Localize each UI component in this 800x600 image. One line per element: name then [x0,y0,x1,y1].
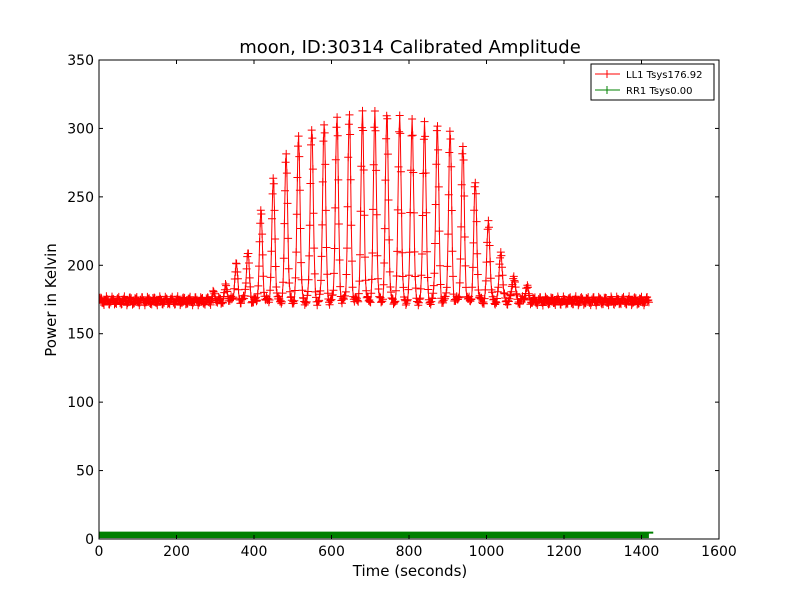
legend: LL1 Tsys176.92 RR1 Tsys0.00 [590,63,715,101]
x-axis-label: Time (seconds) [352,562,468,580]
y-tick-label: 350 [67,53,94,69]
x-tick-label: 600 [318,544,345,560]
x-tick-label: 1000 [469,544,505,560]
x-tick-label: 1400 [624,544,660,560]
x-tick-label: 200 [163,544,190,560]
legend-entry: LL1 Tsys176.92 [595,70,702,81]
series-markers [99,106,653,310]
series-ll1 [99,106,653,310]
series-layer [99,106,654,539]
y-tick-label: 300 [67,121,94,137]
y-tick-label: 100 [67,395,94,411]
legend-swatch-marker [603,86,611,94]
series-rr1 [99,531,654,539]
x-tick-label: 800 [396,544,423,560]
legend-label: RR1 Tsys0.00 [626,86,693,97]
y-axis-label: Power in Kelvin [42,243,60,357]
y-tick-label: 200 [67,258,94,274]
legend-box [590,63,715,101]
legend-swatch-marker [603,70,611,78]
y-tick-label: 50 [76,464,94,480]
x-tick-label: 0 [95,544,104,560]
ticks-layer: 0 200 400 600 800 1000 1200 1400 1600 0 50 100 150 20… [67,53,737,560]
legend-label: LL1 Tsys176.92 [626,70,702,81]
x-tick-label: 1200 [546,544,582,560]
chart-title: moon, ID:30314 Calibrated Amplitude [239,37,581,58]
y-tick-label: 150 [67,327,94,343]
x-tick-label: 1600 [701,544,737,560]
legend-entry: RR1 Tsys0.00 [595,86,693,97]
y-tick-label: 0 [85,532,94,548]
x-tick-label: 400 [241,544,268,560]
y-tick-label: 250 [67,190,94,206]
